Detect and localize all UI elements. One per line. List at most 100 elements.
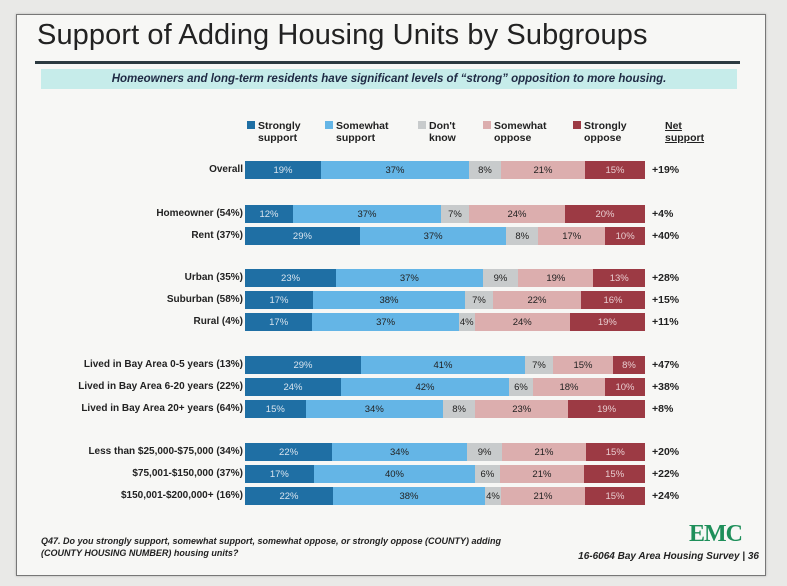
bar-value-label: 29% xyxy=(292,230,312,242)
bar-segment-strongly-oppose: 19% xyxy=(568,400,645,418)
net-support-value: +24% xyxy=(652,490,680,502)
category-label: Urban (35%) xyxy=(184,272,243,283)
bar-value-label: 17% xyxy=(269,468,289,480)
bar-segment-strongly-support: 17% xyxy=(245,465,314,483)
bar-segment-strongly-support: 29% xyxy=(245,356,361,374)
bar-value-label: 9% xyxy=(477,446,492,458)
bar-value-label: 17% xyxy=(269,294,289,306)
bar-value-label: 12% xyxy=(259,208,279,220)
bar-value-label: 21% xyxy=(533,164,553,176)
bar-value-label: 22% xyxy=(279,490,299,502)
bar-value-label: 13% xyxy=(609,272,629,284)
bar-value-label: 6% xyxy=(480,468,495,480)
bar-segment-somewhat-support: 38% xyxy=(333,487,485,505)
bar-value-label: 21% xyxy=(534,446,554,458)
net-support-value: +28% xyxy=(652,272,680,284)
title-divider xyxy=(35,61,740,64)
legend-swatch-dont-know xyxy=(418,121,426,129)
bar-value-label: 18% xyxy=(559,381,579,393)
category-label: Lived in Bay Area 6-20 years (22%) xyxy=(78,381,243,392)
bar-segment-dont-know: 8% xyxy=(442,400,476,418)
net-support-value: +40% xyxy=(652,230,680,242)
bar-value-label: 37% xyxy=(423,230,443,242)
bar-segment-strongly-oppose: 16% xyxy=(581,291,645,309)
bar-segment-dont-know: 7% xyxy=(465,291,493,309)
legend-dont-know: Don't know xyxy=(418,120,456,144)
bar-value-label: 38% xyxy=(399,490,419,502)
bar-segment-somewhat-support: 38% xyxy=(313,291,465,309)
question-footnote: Q47. Do you strongly support, somewhat s… xyxy=(41,536,502,558)
legend-swatch-strongly-support xyxy=(247,121,255,129)
category-label: Lived in Bay Area 0-5 years (13%) xyxy=(83,359,243,370)
bar-segment-somewhat-support: 34% xyxy=(332,443,467,461)
bar-segment-somewhat-oppose: 21% xyxy=(501,161,585,179)
legend-strongly-oppose: Strongly oppose xyxy=(573,120,627,144)
bar-value-label: 19% xyxy=(273,164,293,176)
bar-value-label: 7% xyxy=(472,294,486,306)
bar-segment-dont-know: 9% xyxy=(466,443,503,461)
bar-segment-strongly-support: 22% xyxy=(245,443,333,461)
bar-segment-strongly-support: 17% xyxy=(245,291,313,309)
net-support-value: +47% xyxy=(652,359,680,371)
stacked-bar-row: 19% 37% 8% 21% 15% xyxy=(245,161,645,179)
bar-value-label: 22% xyxy=(527,294,547,306)
bar-segment-somewhat-support: 37% xyxy=(336,269,483,287)
bar-segment-strongly-oppose: 10% xyxy=(605,227,645,245)
bar-value-label: 4% xyxy=(459,316,474,328)
bar-segment-somewhat-support: 34% xyxy=(305,400,443,418)
emc-logo: EMC xyxy=(689,521,743,547)
bar-value-label: 15% xyxy=(605,446,625,458)
bar-segment-strongly-oppose: 15% xyxy=(585,487,645,505)
category-label: Suburban (58%) xyxy=(166,294,243,305)
bar-value-label: 7% xyxy=(532,359,546,371)
bar-value-label: 15% xyxy=(265,403,285,415)
bar-value-label: 17% xyxy=(562,230,582,242)
page-title: Support of Adding Housing Units by Subgr… xyxy=(37,19,648,51)
bar-value-label: 34% xyxy=(364,403,384,415)
net-support-value: +22% xyxy=(652,468,680,480)
bar-value-label: 16% xyxy=(603,294,623,306)
bar-value-label: 37% xyxy=(376,316,396,328)
stacked-bar-row: 29% 41% 7% 15% 8% xyxy=(245,356,645,374)
bar-segment-somewhat-oppose: 21% xyxy=(501,487,585,505)
stacked-bar-row: 24% 42% 6% 18% 10% xyxy=(245,378,645,396)
bar-segment-dont-know: 4% xyxy=(485,487,501,505)
slide: Support of Adding Housing Units by Subgr… xyxy=(16,14,766,576)
bar-value-label: 15% xyxy=(605,490,625,502)
stacked-bar-row: 15% 34% 8% 23% 19% xyxy=(245,400,645,418)
category-label: Lived in Bay Area 20+ years (64%) xyxy=(81,403,243,414)
bar-value-label: 37% xyxy=(399,272,419,284)
category-label: $75,001-$150,000 (37%) xyxy=(132,468,243,479)
bar-segment-strongly-oppose: 10% xyxy=(605,378,645,396)
net-support-value: +20% xyxy=(652,446,680,458)
bar-segment-dont-know: 6% xyxy=(475,465,500,483)
bar-value-label: 24% xyxy=(512,316,532,328)
bar-value-label: 23% xyxy=(281,272,301,284)
bar-value-label: 24% xyxy=(283,381,303,393)
bar-value-label: 4% xyxy=(486,490,500,502)
bar-segment-dont-know: 7% xyxy=(525,356,553,374)
bar-segment-strongly-support: 24% xyxy=(245,378,341,396)
bar-value-label: 15% xyxy=(605,164,625,176)
stacked-bar-row: 12% 37% 7% 24% 20% xyxy=(245,205,645,223)
bar-value-label: 15% xyxy=(573,359,593,371)
legend-swatch-somewhat-support xyxy=(325,121,333,129)
bar-segment-somewhat-oppose: 17% xyxy=(538,227,606,245)
net-support-value: +4% xyxy=(652,208,674,220)
bar-value-label: 19% xyxy=(597,316,617,328)
bar-value-label: 37% xyxy=(385,164,405,176)
stacked-bar-row: 22% 38% 4% 21% 15% xyxy=(245,487,645,505)
bar-segment-somewhat-oppose: 24% xyxy=(469,205,565,223)
bar-value-label: 8% xyxy=(515,230,530,242)
stacked-bar-row: 23% 37% 9% 19% 13% xyxy=(245,269,645,287)
net-support-value: +19% xyxy=(652,164,680,176)
stacked-bar-row: 29% 37% 8% 17% 10% xyxy=(245,227,645,245)
bar-segment-strongly-oppose: 19% xyxy=(569,313,645,331)
bar-segment-strongly-support: 23% xyxy=(245,269,337,287)
net-support-value: +15% xyxy=(652,294,680,306)
bar-value-label: 41% xyxy=(433,359,453,371)
bar-value-label: 8% xyxy=(622,359,636,371)
bar-value-label: 21% xyxy=(533,490,553,502)
bar-segment-dont-know: 8% xyxy=(469,161,501,179)
net-support-value: +8% xyxy=(652,403,674,415)
